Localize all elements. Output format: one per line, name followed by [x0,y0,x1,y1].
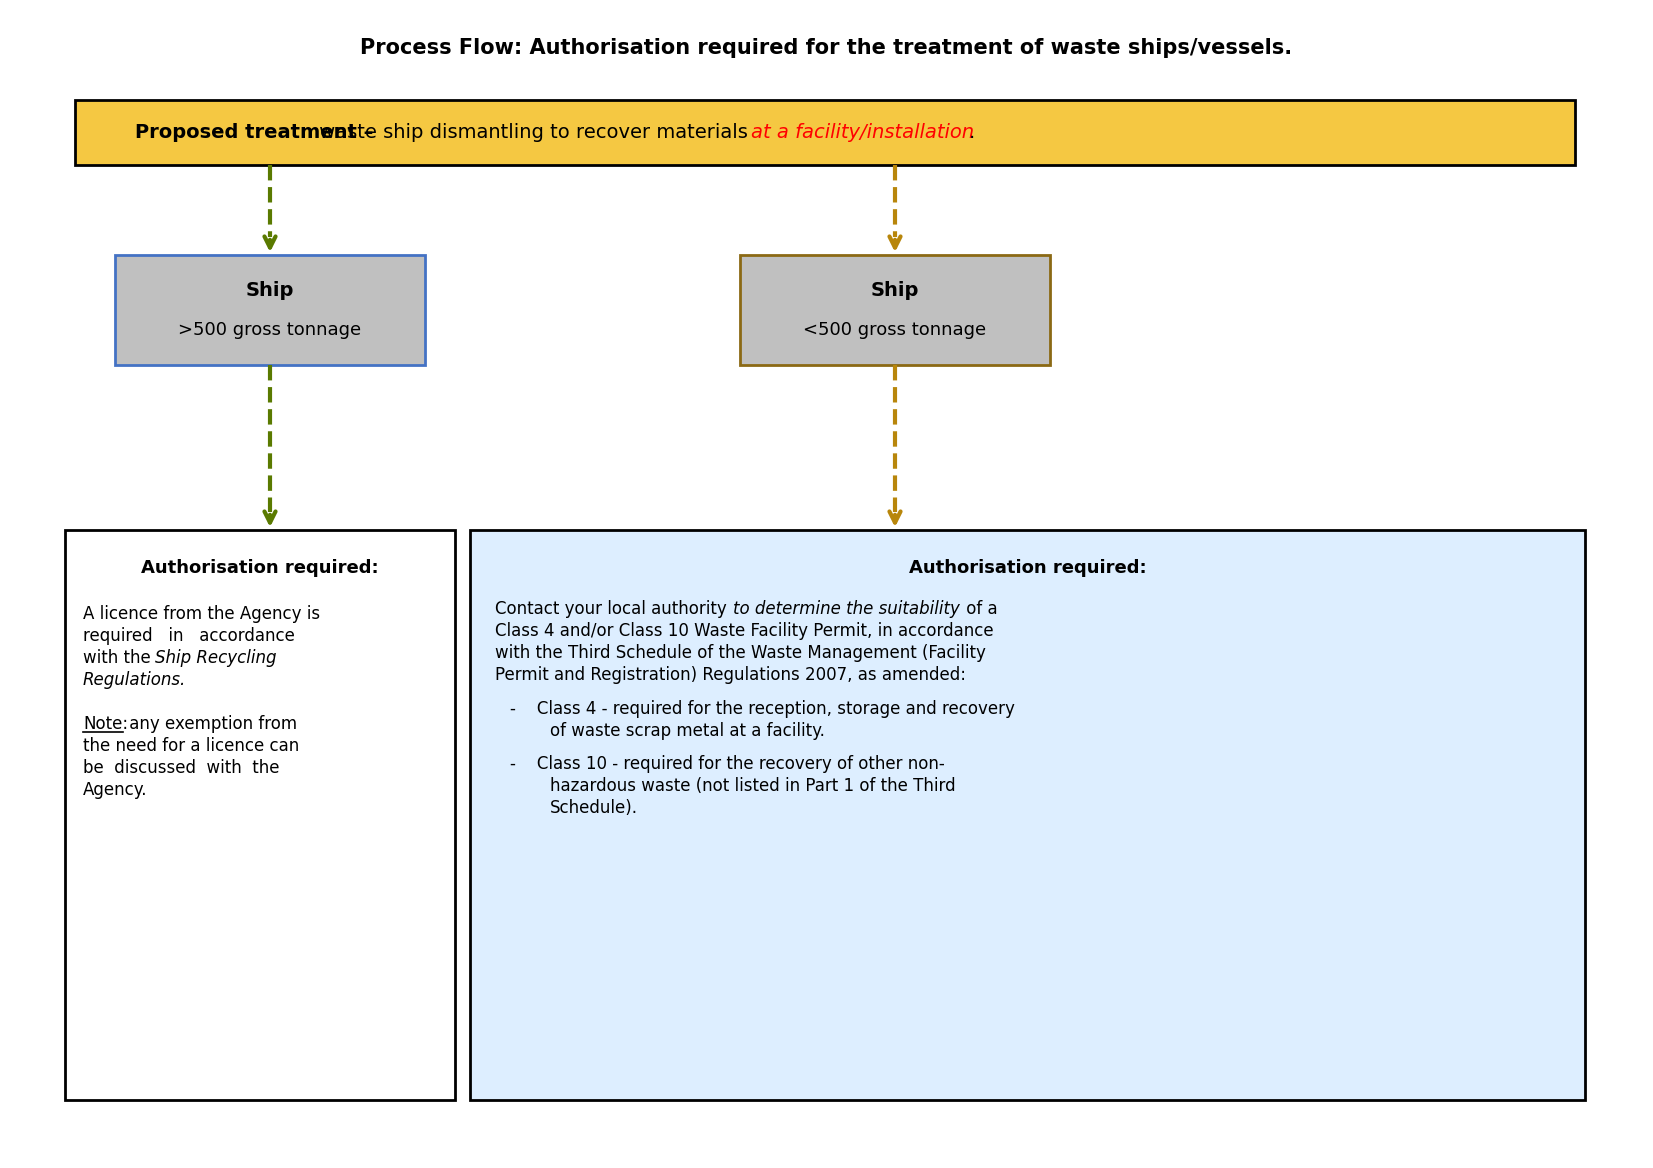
Text: Class 4 and/or Class 10 Waste Facility Permit, in accordance: Class 4 and/or Class 10 Waste Facility P… [494,623,993,640]
Text: Ship Recycling: Ship Recycling [155,649,276,667]
FancyBboxPatch shape [469,530,1585,1100]
Text: -    Class 10 - required for the recovery of other non-: - Class 10 - required for the recovery o… [511,755,946,773]
Text: A licence from the Agency is: A licence from the Agency is [83,605,321,623]
Text: -    Class 4 - required for the reception, storage and recovery: - Class 4 - required for the reception, … [511,700,1015,718]
Text: of a: of a [960,600,998,618]
Text: with the: with the [83,649,155,667]
Text: Contact your local authority: Contact your local authority [494,600,732,618]
FancyBboxPatch shape [64,530,455,1100]
Text: Authorisation required:: Authorisation required: [141,559,379,577]
Text: Proposed treatment –: Proposed treatment – [136,123,374,142]
Text: Ship: Ship [871,280,919,299]
Text: of waste scrap metal at a facility.: of waste scrap metal at a facility. [550,722,825,741]
Text: <500 gross tonnage: <500 gross tonnage [803,321,987,339]
Text: Schedule).: Schedule). [550,799,638,816]
Text: waste ship dismantling to recover materials: waste ship dismantling to recover materi… [312,123,754,142]
Text: .: . [969,123,975,142]
Text: Note:: Note: [83,715,129,734]
FancyBboxPatch shape [74,100,1575,165]
Text: Authorisation required:: Authorisation required: [909,559,1146,577]
Text: any exemption from: any exemption from [124,715,298,734]
Text: hazardous waste (not listed in Part 1 of the Third: hazardous waste (not listed in Part 1 of… [550,777,955,795]
Text: required   in   accordance: required in accordance [83,627,294,645]
Text: Ship: Ship [246,280,294,299]
FancyBboxPatch shape [116,255,425,364]
Text: >500 gross tonnage: >500 gross tonnage [179,321,362,339]
Text: Permit and Registration) Regulations 2007, as amended:: Permit and Registration) Regulations 200… [494,666,965,684]
Text: at a facility/installation: at a facility/installation [750,123,974,142]
Text: be  discussed  with  the: be discussed with the [83,759,279,777]
Text: with the Third Schedule of the Waste Management (Facility: with the Third Schedule of the Waste Man… [494,644,985,662]
Text: the need for a licence can: the need for a licence can [83,737,299,755]
FancyBboxPatch shape [741,255,1050,364]
Text: Regulations.: Regulations. [83,670,187,689]
Text: Agency.: Agency. [83,781,147,799]
Text: to determine the suitability: to determine the suitability [732,600,960,618]
Text: Process Flow: Authorisation required for the treatment of waste ships/vessels.: Process Flow: Authorisation required for… [360,39,1293,58]
